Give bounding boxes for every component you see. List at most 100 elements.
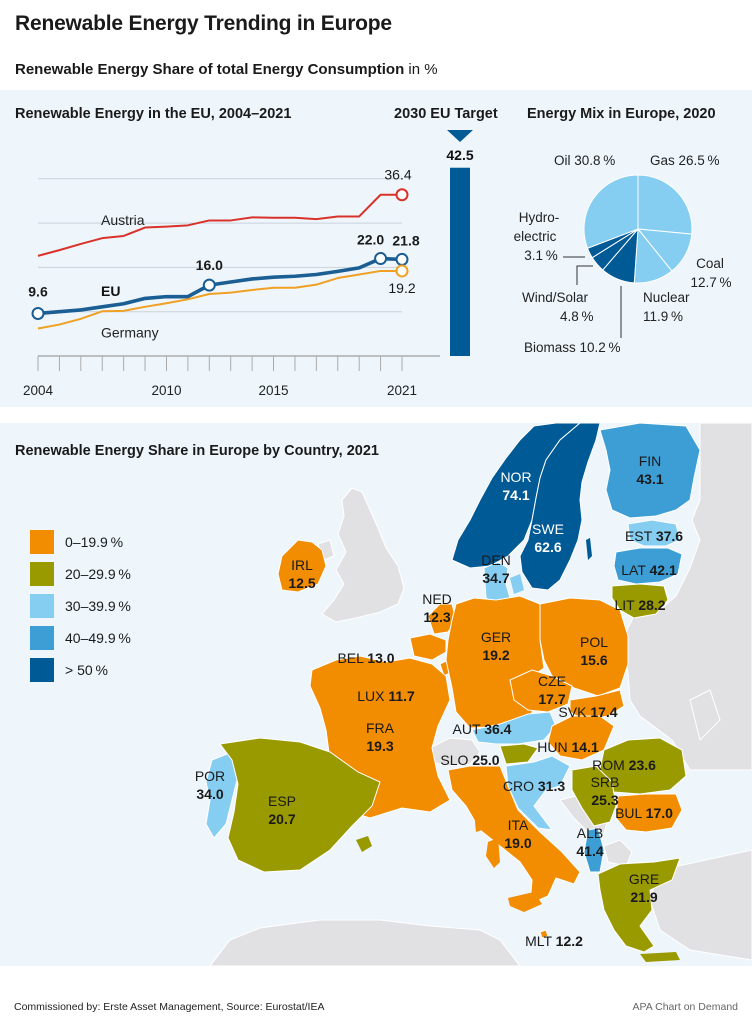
data-point-marker	[374, 252, 388, 266]
country-label-svk: SVK 17.4	[558, 704, 617, 720]
legend-label: 30–39.9 %	[65, 598, 131, 614]
target-bar	[450, 167, 470, 356]
country-code: ITA	[508, 817, 529, 833]
country-value: 34.0	[196, 786, 223, 802]
pie-slice-gas	[637, 174, 693, 235]
country-value: 20.7	[268, 811, 295, 827]
country-code: CRO	[503, 778, 538, 794]
pie-label: Nuclear	[643, 290, 690, 305]
country-alb	[583, 827, 605, 873]
line-chart-grid	[38, 178, 402, 313]
country-value: 62.6	[534, 539, 561, 555]
country-label-text: BUL 17.0	[615, 805, 673, 821]
target-value-label: 42.5	[446, 147, 473, 163]
series-line-germany	[37, 269, 402, 330]
trend-panel: Renewable Energy in the EU, 2004–2021 20…	[0, 90, 752, 407]
country-esp	[219, 737, 381, 873]
country-value: 41.4	[576, 843, 603, 859]
country-label-por: POR 34.0	[195, 768, 225, 802]
target-arrow-icon	[447, 130, 473, 142]
country-code: DEN	[481, 552, 511, 568]
country-code: ALB	[577, 825, 603, 841]
data-point-marker	[395, 264, 409, 278]
country-label-ger: GER 19.2	[481, 629, 511, 663]
country-value: 11.7	[388, 688, 415, 704]
country-lit	[611, 583, 669, 619]
pie-label: Biomass 10.2 %	[524, 340, 621, 355]
country-value: 25.0	[472, 752, 499, 768]
legend-item: 40–49.9 %	[30, 626, 131, 650]
country-value: 17.0	[646, 805, 673, 821]
island-esp	[356, 836, 372, 852]
country-code: SLO	[440, 752, 472, 768]
island-den	[510, 574, 524, 594]
country-label-text: LUX 11.7	[357, 688, 415, 704]
pie-label: 11.9 %	[643, 309, 683, 324]
country-srb	[571, 765, 617, 827]
country-label-pol: POL 15.6	[580, 634, 608, 668]
country-code: SWE	[532, 521, 564, 537]
target-bar-chart: 42.5	[446, 130, 474, 356]
country-fin	[599, 423, 701, 519]
country-label-text: EST 37.6	[625, 528, 683, 544]
country-label-irl: IRL 12.5	[288, 557, 315, 591]
europe-map: NOR 74.1 SWE 62.6 FIN 43.1 EST 37.6 LAT 42.1 LIT…	[195, 423, 752, 966]
country-value: 17.7	[538, 691, 565, 707]
map-countries	[205, 423, 701, 962]
country-value: 23.6	[629, 757, 656, 773]
country-code: GRE	[629, 871, 659, 887]
x-tick-label: 2010	[151, 383, 181, 398]
map-panel: NOR 74.1 SWE 62.6 FIN 43.1 EST 37.6 LAT 42.1 LIT…	[0, 423, 752, 966]
data-point-marker	[395, 252, 409, 266]
country-code: POL	[580, 634, 608, 650]
data-point-marker	[31, 306, 45, 320]
country-code: MLT	[525, 933, 556, 949]
legend-item: > 50 %	[30, 658, 131, 682]
pie-label: 4.8 %	[560, 309, 593, 324]
country-value: 36.4	[484, 721, 511, 737]
country-value: 43.1	[636, 471, 663, 487]
country-bel	[409, 633, 447, 661]
country-label-srb: SRB 25.3	[591, 774, 620, 808]
country-cro	[505, 755, 571, 831]
pie-label: Coal	[696, 256, 724, 271]
legend-label: > 50 %	[65, 662, 108, 678]
country-code: HUN	[537, 739, 571, 755]
non-eu-land	[603, 839, 633, 867]
country-label-fin: FIN 43.1	[636, 453, 663, 487]
country-lat	[613, 547, 683, 585]
country-code: NED	[422, 591, 452, 607]
country-code: LAT	[621, 562, 649, 578]
legend-item: 20–29.9 %	[30, 562, 131, 586]
country-label-lux: LUX 11.7	[357, 688, 415, 704]
country-label-lit: LIT 28.2	[614, 597, 665, 613]
country-label-text: BEL 13.0	[337, 650, 394, 666]
country-label-nor: NOR 74.1	[500, 469, 531, 503]
pie-chart-title: Energy Mix in Europe, 2020	[527, 106, 716, 122]
country-code: POR	[195, 768, 225, 784]
country-gre	[597, 857, 681, 953]
country-code: ESP	[268, 793, 296, 809]
country-value: 17.4	[590, 704, 617, 720]
data-label: 21.8	[392, 232, 419, 248]
country-label-aut: AUT 36.4	[453, 721, 512, 737]
pie-chart: Oil 30.8 % Gas 26.5 % Hydro-electric 3.1 % C…	[514, 153, 732, 355]
pie-label: Oil 30.8 %	[554, 153, 615, 168]
non-eu-land	[209, 919, 521, 966]
country-slo	[499, 743, 539, 765]
map-legend: 0–19.9 % 20–29.9 % 30–39.9 % 40–49.9 % >…	[30, 530, 131, 690]
country-label-text: LIT 28.2	[614, 597, 665, 613]
country-code: IRL	[291, 557, 313, 573]
country-code: LUX	[357, 688, 388, 704]
line-chart-x-axis: 2004 2010 2015 2021	[23, 355, 440, 398]
country-label-bel: BEL 13.0	[337, 650, 394, 666]
source-note: Commissioned by: Erste Asset Management,…	[14, 1001, 325, 1013]
subtitle-unit: in %	[404, 61, 438, 78]
country-label-ned: NED 12.3	[422, 591, 452, 625]
country-code: BEL	[337, 650, 367, 666]
country-label-hun: HUN 14.1	[537, 739, 599, 755]
data-label: 16.0	[196, 257, 223, 273]
legend-item: 30–39.9 %	[30, 594, 131, 618]
legend-swatch	[30, 594, 54, 618]
legend-swatch	[30, 562, 54, 586]
